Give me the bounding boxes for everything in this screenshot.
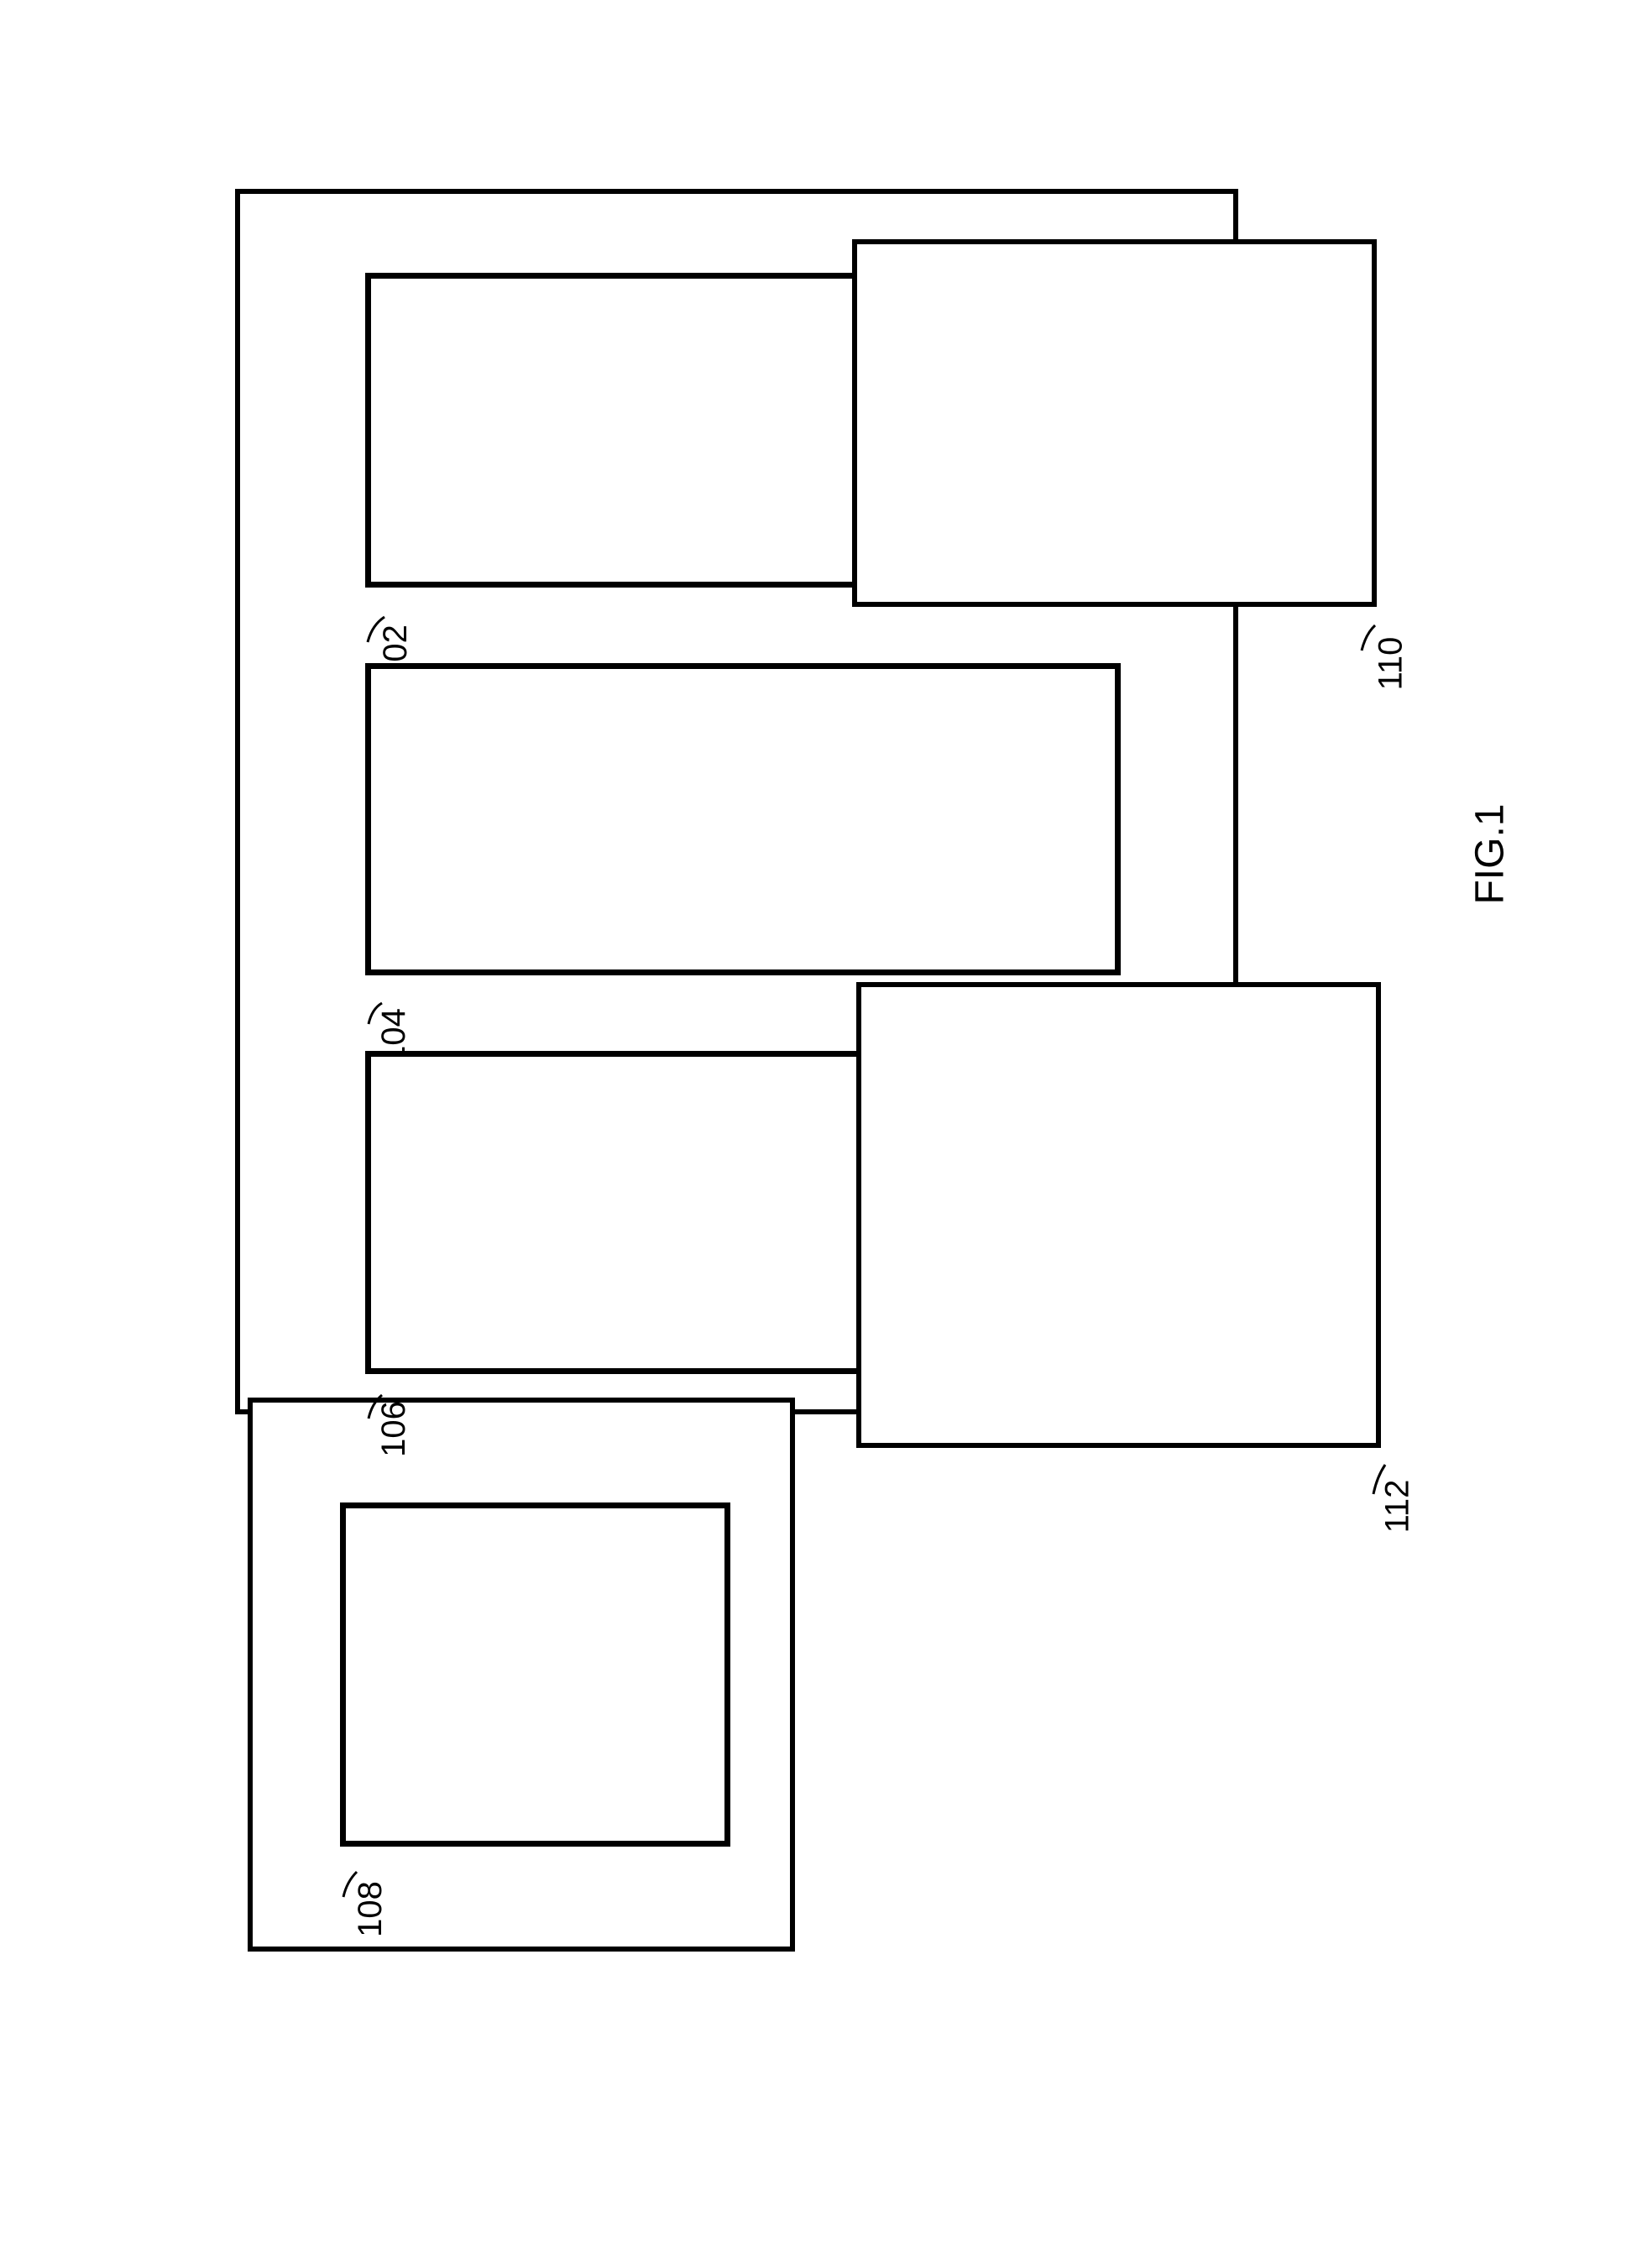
box-104 [365,663,1121,975]
box-108 [340,1502,730,1847]
figure-caption: FIG.1 [1467,803,1514,904]
box-110 [852,239,1377,607]
label-106: 106 [375,1401,413,1457]
figure-diagram: 102 104 106 108 110 112 FIG.1 [0,0,1637,2268]
label-108: 108 [352,1881,390,1937]
label-110: 110 [1372,637,1409,691]
box-112 [856,982,1381,1448]
label-112: 112 [1378,1480,1416,1534]
